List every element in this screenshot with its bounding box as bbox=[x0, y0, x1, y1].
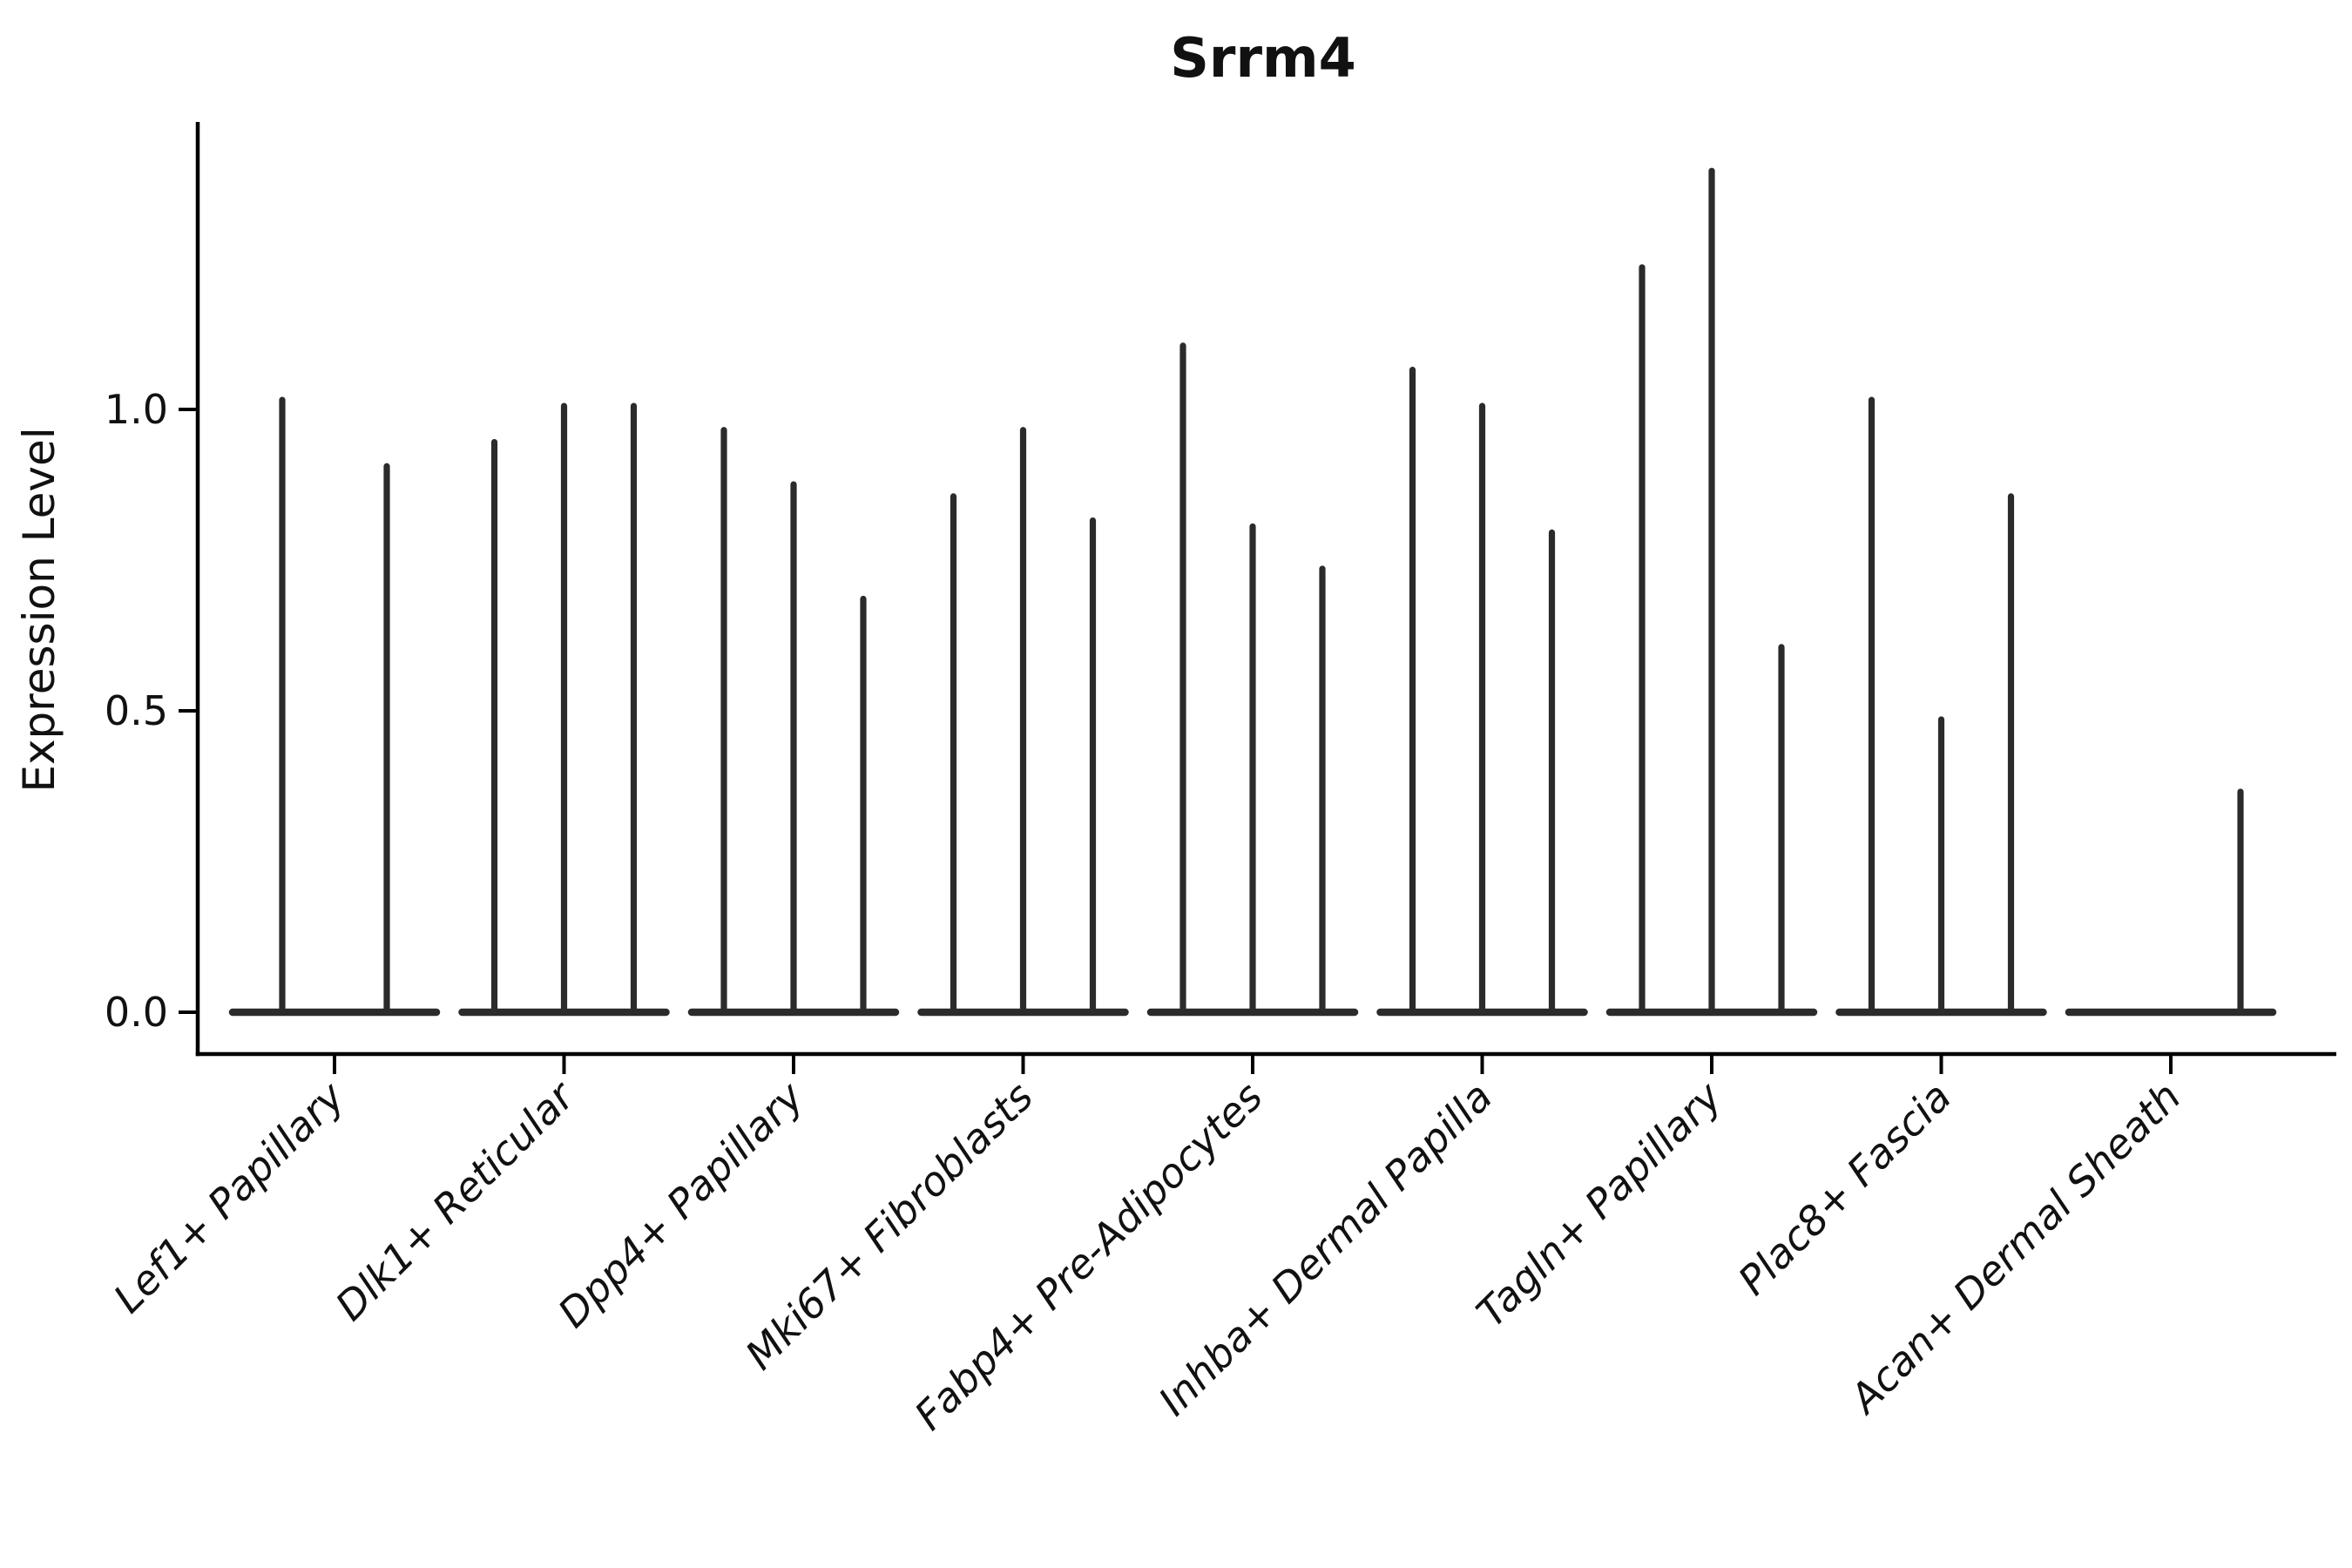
violin-group bbox=[458, 402, 670, 1017]
violin-group bbox=[917, 427, 1129, 1017]
violin-group bbox=[1605, 167, 1818, 1017]
x-tick-label: Tagln+ Papillary bbox=[1467, 1072, 1731, 1336]
violin-group bbox=[687, 427, 900, 1017]
y-axis-label: Expression Level bbox=[14, 427, 64, 792]
violin-group bbox=[1835, 396, 2047, 1017]
violin-group bbox=[2065, 788, 2277, 1017]
violin-group bbox=[1146, 342, 1359, 1017]
x-tick-label: Lef1+ Papillary bbox=[105, 1072, 354, 1321]
x-tick-label: Dlk1+ Reticular bbox=[327, 1071, 585, 1329]
violin-group bbox=[228, 396, 441, 1017]
x-tick-label: Dpp4+ Papillary bbox=[549, 1072, 813, 1336]
y-tick-label: 0.0 bbox=[105, 989, 168, 1036]
y-tick-label: 1.0 bbox=[105, 386, 168, 433]
violin-group bbox=[1376, 366, 1588, 1017]
chart-title: Srrm4 bbox=[1170, 26, 1356, 90]
y-tick-label: 0.5 bbox=[105, 687, 168, 734]
x-tick-label: Plac8+ Fascia bbox=[1729, 1073, 1960, 1304]
